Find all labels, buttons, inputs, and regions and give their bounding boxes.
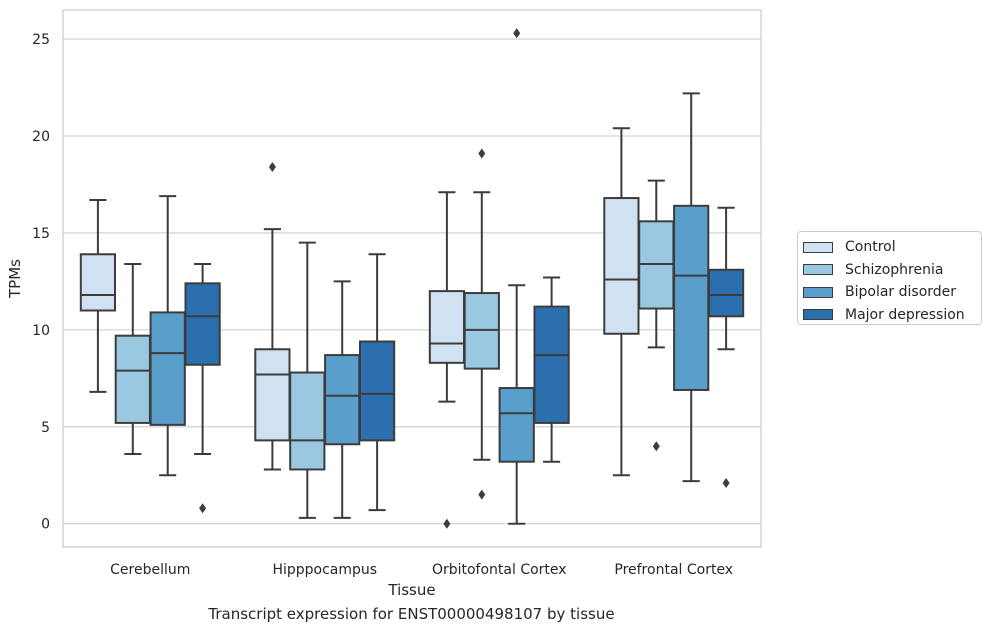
outlier-point: [513, 28, 521, 39]
legend: Control Schizophrenia Bipolar disorder M…: [797, 231, 982, 325]
box-body: [324, 354, 361, 446]
box-groups: [79, 28, 745, 529]
outlier-point: [199, 503, 207, 514]
outlier-point: [652, 441, 660, 452]
legend-label-schizophrenia: Schizophrenia: [845, 261, 944, 278]
box-bipolar-disorder-cerebellum: [149, 195, 186, 477]
outlier-point: [478, 148, 486, 159]
box-body: [603, 197, 640, 335]
x-axis-label: Tissue: [387, 581, 435, 599]
box-control-hipppocampus: [254, 162, 291, 471]
x-tick-orbitofontal-cortex: Orbitofontal Cortex: [432, 562, 567, 578]
box-body: [289, 371, 326, 471]
box-major-depression-prefrontal-cortex: [707, 206, 745, 489]
y-axis-label: TPMs: [6, 259, 24, 299]
x-tick-labels: Cerebellum Hipppocampus Orbitofontal Corte…: [110, 562, 733, 578]
legend-swatch-control: [803, 241, 833, 253]
box-bipolar-disorder-prefrontal-cortex: [673, 92, 710, 483]
box-body: [79, 253, 117, 312]
legend-item-control: Control: [803, 236, 981, 259]
box-schizophrenia-cerebellum: [114, 262, 151, 455]
y-tick-20: 20: [32, 129, 50, 145]
outlier-point: [268, 162, 276, 173]
box-major-depression-cerebellum: [184, 262, 221, 514]
box-bipolar-disorder-orbitofontal-cortex: [498, 28, 535, 525]
box-bipolar-disorder-hipppocampus: [324, 280, 361, 519]
chart-caption: Transcript expression for ENST0000049810…: [208, 605, 615, 623]
outlier-point: [722, 478, 730, 489]
box-schizophrenia-prefrontal-cortex: [638, 179, 675, 452]
legend-label-major-depression: Major depression: [845, 306, 965, 323]
box-body: [184, 282, 221, 366]
x-tick-hipppocampus: Hipppocampus: [272, 562, 377, 578]
legend-swatch-bipolar-disorder: [803, 286, 833, 298]
y-tick-0: 0: [41, 517, 50, 533]
box-body: [707, 268, 745, 318]
legend-swatch-major-depression: [803, 309, 833, 321]
box-schizophrenia-hipppocampus: [289, 241, 326, 519]
legend-swatch-schizophrenia: [803, 264, 833, 276]
y-tick-10: 10: [32, 323, 50, 339]
legend-item-bipolar-disorder: Bipolar disorder: [803, 281, 981, 304]
y-tick-5: 5: [41, 420, 50, 436]
box-major-depression-hipppocampus: [358, 253, 396, 512]
y-tick-25: 25: [32, 32, 50, 48]
x-tick-prefrontal-cortex: Prefrontal Cortex: [614, 562, 733, 578]
legend-label-control: Control: [845, 239, 896, 256]
box-control-orbitofontal-cortex: [428, 191, 466, 529]
legend-label-bipolar-disorder: Bipolar disorder: [845, 284, 957, 301]
outlier-point: [443, 518, 451, 529]
x-tick-cerebellum: Cerebellum: [110, 562, 190, 578]
box-control-prefrontal-cortex: [603, 127, 640, 477]
box-schizophrenia-orbitofontal-cortex: [463, 148, 500, 500]
legend-item-schizophrenia: Schizophrenia: [803, 259, 981, 282]
box-body: [358, 340, 396, 442]
box-body: [673, 204, 710, 391]
box-body: [149, 311, 186, 426]
box-major-depression-orbitofontal-cortex: [533, 276, 570, 463]
y-tick-labels: 0 5 10 15 20 25: [32, 32, 50, 533]
box-body: [498, 387, 535, 463]
y-tick-15: 15: [32, 226, 50, 242]
box-body: [114, 334, 151, 424]
box-body: [428, 290, 466, 364]
box-body: [254, 348, 291, 442]
legend-item-major-depression: Major depression: [803, 304, 981, 327]
plot-frame: [62, 9, 762, 548]
box-body: [533, 305, 570, 424]
box-control-cerebellum: [79, 198, 117, 393]
outlier-point: [478, 489, 486, 500]
